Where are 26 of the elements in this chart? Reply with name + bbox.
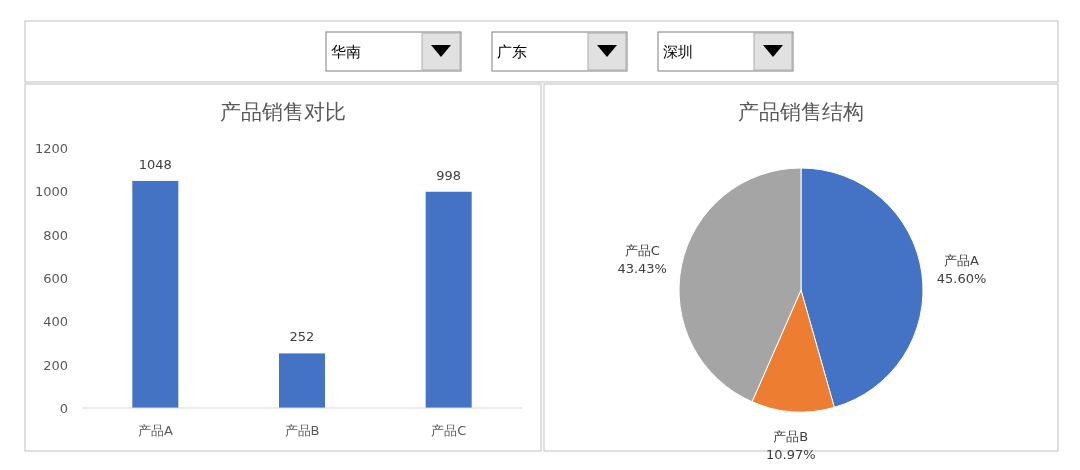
data-label: 1048 <box>138 156 172 172</box>
bar <box>425 191 472 408</box>
x-tick-label: 产品B <box>284 423 320 438</box>
bar <box>132 180 179 408</box>
slice-label: 产品A <box>944 253 980 269</box>
y-tick-label: 800 <box>43 227 68 243</box>
chart-title: 产品销售对比 <box>220 100 346 124</box>
y-tick-label: 0 <box>59 401 68 416</box>
data-label: 252 <box>289 329 315 345</box>
data-label: 998 <box>436 167 462 183</box>
y-tick-label: 1000 <box>34 184 68 200</box>
y-tick-label: 400 <box>43 314 68 330</box>
y-tick-label: 200 <box>43 357 68 373</box>
chart-title: 产品销售结构 <box>738 100 864 124</box>
bar <box>279 353 325 408</box>
data-label: 43.43% <box>617 261 667 277</box>
x-tick-label: 产品A <box>137 423 173 438</box>
data-label: 10.97% <box>765 446 816 462</box>
text: 华南 <box>331 43 361 61</box>
y-tick-label: 1200 <box>34 141 68 156</box>
slice-label: 产品C <box>624 243 660 259</box>
y-tick-label: 600 <box>43 271 68 286</box>
x-tick-label: 产品C <box>431 423 467 438</box>
text: 深圳 <box>663 43 693 61</box>
text: 广东 <box>497 43 527 61</box>
data-label: 45.60% <box>936 271 987 287</box>
